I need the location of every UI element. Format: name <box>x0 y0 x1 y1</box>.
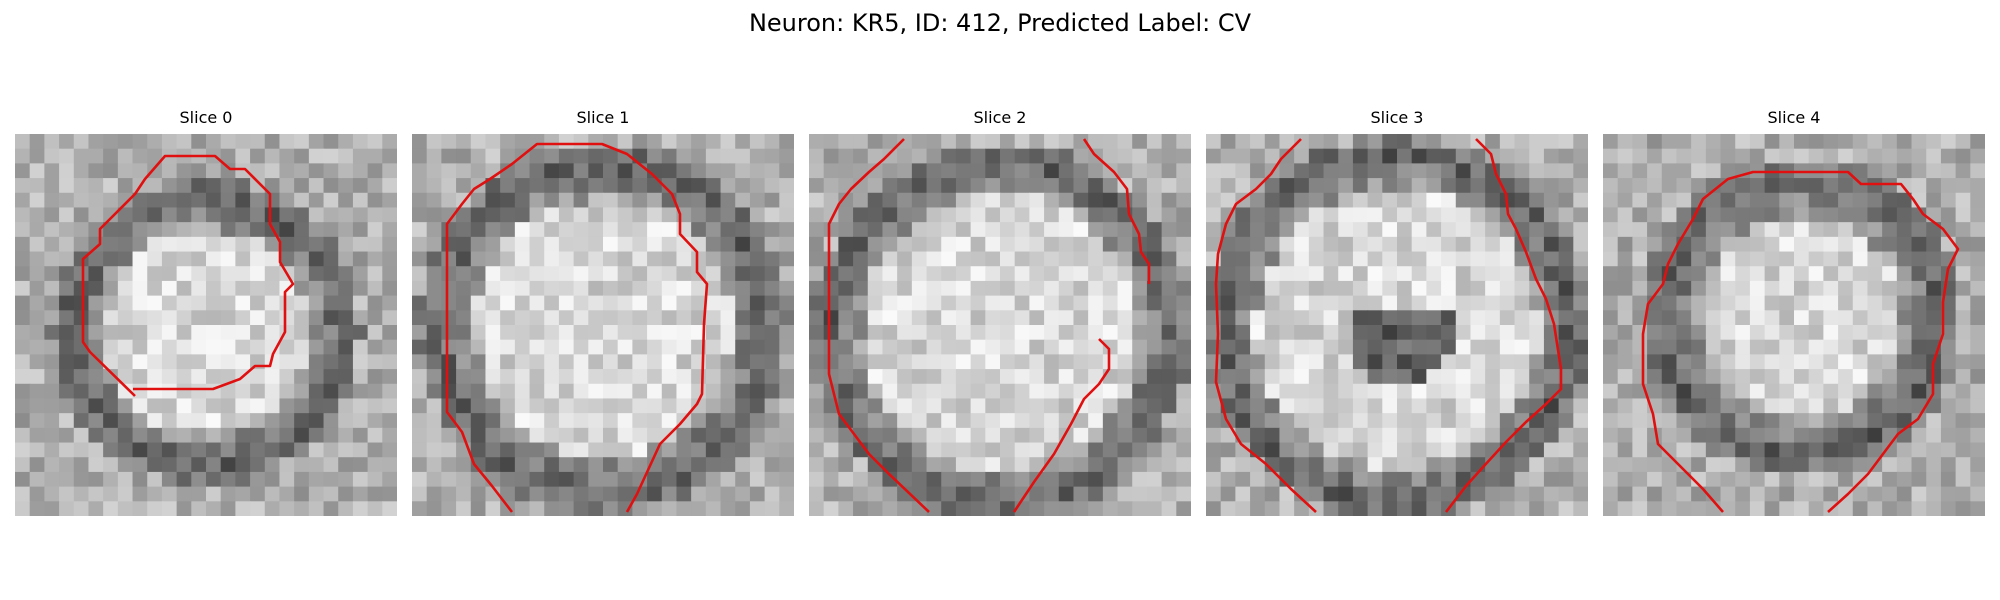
slice-panel-0: Slice 0 <box>15 108 397 516</box>
slice-image <box>1206 134 1588 516</box>
slice-image <box>412 134 794 516</box>
slice-title: Slice 2 <box>973 108 1027 127</box>
segmentation-contour <box>81 154 295 397</box>
slice-title: Slice 0 <box>179 108 233 127</box>
slice-title: Slice 3 <box>1370 108 1424 127</box>
slice-panel-4: Slice 4 <box>1603 108 1985 516</box>
segmentation-contour <box>1214 138 1563 513</box>
slice-title: Slice 4 <box>1767 108 1821 127</box>
slice-image <box>809 134 1191 516</box>
slice-image <box>15 134 397 516</box>
segmentation-contour <box>1641 170 1960 513</box>
slice-title: Slice 1 <box>576 108 630 127</box>
segmentation-contour <box>827 138 1151 513</box>
segmentation-contour <box>445 142 709 513</box>
slice-panel-3: Slice 3 <box>1206 108 1588 516</box>
figure-title: Neuron: KR5, ID: 412, Predicted Label: C… <box>748 9 1252 37</box>
slice-image <box>1603 134 1985 516</box>
slice-panel-1: Slice 1 <box>412 108 794 516</box>
slice-panel-2: Slice 2 <box>809 108 1191 516</box>
